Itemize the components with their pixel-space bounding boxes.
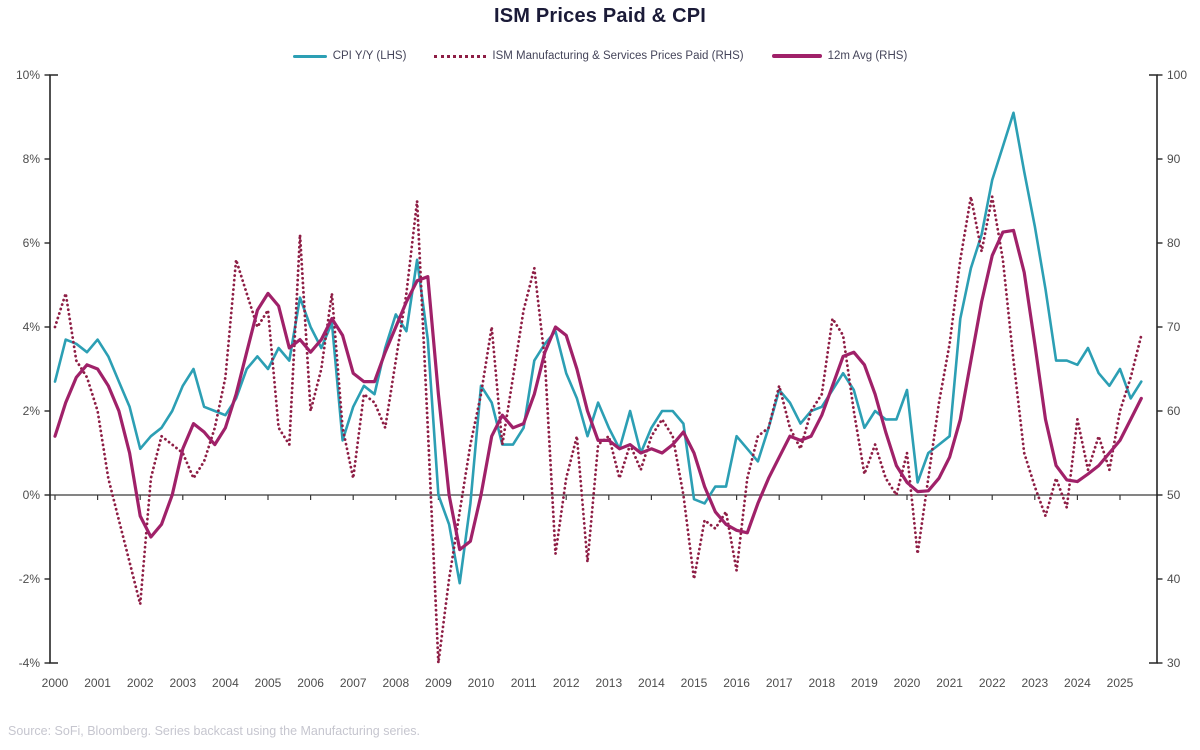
right-axis-tick-label: 90 <box>1167 152 1181 166</box>
x-tick-label: 2022 <box>979 676 1006 690</box>
chart-title: ISM Prices Paid & CPI <box>493 5 707 27</box>
x-tick-label: 2004 <box>212 676 239 690</box>
x-tick-label: 2019 <box>851 676 878 690</box>
x-tick-label: 2017 <box>766 676 793 690</box>
legend-item-cpi: CPI Y/Y (LHS) <box>292 50 407 62</box>
series-line-ism-prices-paid <box>53 195 1143 665</box>
left-axis-tick-label: 2% <box>23 404 41 418</box>
x-tick-label: 2009 <box>425 676 452 690</box>
left-axis-tick-label: 0% <box>23 488 41 502</box>
source-note: Source: SoFi, Bloomberg. Series backcast… <box>8 724 421 738</box>
left-axis-spine <box>49 74 58 664</box>
right-axis-tick-label: 50 <box>1167 488 1181 502</box>
legend-label-ism-prices-paid: ISM Manufacturing & Services Prices Paid… <box>492 50 744 62</box>
x-tick-label: 2012 <box>553 676 580 690</box>
x-tick-label: 2020 <box>894 676 921 690</box>
legend-swatch-ism-dotted-line <box>434 54 487 58</box>
x-tick-label: 2016 <box>723 676 750 690</box>
right-axis-tick-label: 100 <box>1167 68 1187 82</box>
left-axis-tick-label: 8% <box>23 152 41 166</box>
legend-swatch-cpi-line <box>292 54 327 58</box>
right-axis-tick-label: 40 <box>1167 572 1181 586</box>
x-tick-label: 2023 <box>1021 676 1048 690</box>
series-line-cpi <box>53 111 1143 585</box>
series-line-12m-avg <box>53 228 1143 552</box>
x-tick-label: 2000 <box>42 676 69 690</box>
right-axis-tick-label: 70 <box>1167 320 1181 334</box>
chart-legend: CPI Y/Y (LHS) ISM Manufacturing & Servic… <box>0 50 1200 62</box>
legend-item-12m-avg: 12m Avg (RHS) <box>771 50 908 62</box>
x-tick-label: 2006 <box>297 676 324 690</box>
legend-label-12m-avg: 12m Avg (RHS) <box>827 50 908 62</box>
x-tick-label: 2003 <box>169 676 196 690</box>
x-tick-label: 2015 <box>681 676 708 690</box>
right-axis-tick-label: 80 <box>1167 236 1181 250</box>
legend-swatch-12m-avg-line <box>771 54 822 58</box>
x-tick-label: 2007 <box>340 676 367 690</box>
x-tick-label: 2010 <box>468 676 495 690</box>
legend-item-ism-prices-paid: ISM Manufacturing & Services Prices Paid… <box>434 50 744 62</box>
left-axis-tick-label: -4% <box>19 656 41 670</box>
legend-label-cpi: CPI Y/Y (LHS) <box>332 50 407 62</box>
x-tick-label: 2002 <box>127 676 154 690</box>
x-tick-label: 2021 <box>936 676 963 690</box>
x-tick-label: 2001 <box>84 676 111 690</box>
x-tick-label: 2005 <box>255 676 282 690</box>
x-tick-label: 2014 <box>638 676 665 690</box>
right-axis-spine <box>1149 74 1158 664</box>
x-tick-label: 2013 <box>595 676 622 690</box>
left-axis-tick-label: -2% <box>19 572 41 586</box>
x-tick-label: 2025 <box>1107 676 1134 690</box>
right-axis-tick-label: 60 <box>1167 404 1181 418</box>
right-axis-tick-label: 30 <box>1167 656 1181 670</box>
left-axis-tick-label: 10% <box>16 68 40 82</box>
left-axis-tick-label: 6% <box>23 236 41 250</box>
x-tick-label: 2008 <box>382 676 409 690</box>
x-tick-label: 2011 <box>511 676 537 690</box>
left-axis-tick-label: 4% <box>23 320 41 334</box>
x-tick-label: 2024 <box>1064 676 1091 690</box>
x-tick-label: 2018 <box>808 676 835 690</box>
